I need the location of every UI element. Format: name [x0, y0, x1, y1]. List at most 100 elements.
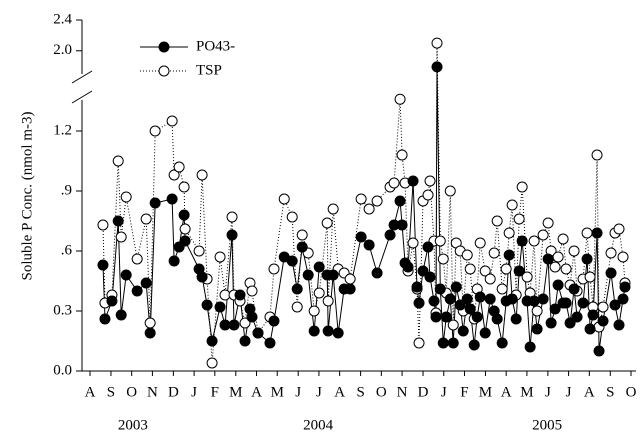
data-point [537, 293, 549, 305]
data-point [97, 219, 109, 231]
data-point [500, 263, 512, 275]
data-point [437, 337, 449, 349]
year-label: 2004 [303, 417, 334, 433]
data-point [491, 313, 503, 325]
data-point [584, 323, 596, 335]
data-point [384, 229, 396, 241]
data-point [144, 317, 156, 329]
data-point [430, 311, 442, 323]
data-point [344, 273, 356, 285]
data-point [144, 327, 156, 339]
data-point [246, 285, 258, 297]
data-point [344, 283, 356, 295]
data-point [149, 125, 161, 137]
data-point [120, 269, 132, 281]
data-point [228, 319, 240, 331]
data-point [531, 323, 543, 335]
data-point [371, 195, 383, 207]
x-tick-label: J [316, 384, 322, 400]
data-point [178, 181, 190, 193]
data-point [496, 337, 508, 349]
x-tick-label: N [397, 384, 408, 400]
data-point [613, 223, 625, 235]
x-tick-label: J [545, 384, 551, 400]
data-point [120, 191, 132, 203]
data-point [528, 235, 540, 247]
x-tick-label: A [334, 384, 345, 400]
data-point [503, 227, 515, 239]
data-point [239, 317, 251, 329]
x-tick-label: O [126, 384, 137, 400]
data-point [568, 283, 580, 295]
data-point [431, 61, 443, 73]
x-tick-label: M [229, 384, 242, 400]
x-tick-label: M [479, 384, 492, 400]
data-point [321, 217, 333, 229]
data-point [206, 357, 218, 369]
data-point [531, 305, 543, 317]
x-tick-label: A [584, 384, 595, 400]
data-point [516, 235, 528, 247]
data-point [291, 301, 303, 313]
data-point [422, 241, 434, 253]
data-point [605, 267, 617, 279]
legend-label: PO43- [196, 38, 235, 54]
data-point [168, 169, 180, 181]
data-point [246, 311, 258, 323]
data-point [115, 309, 127, 321]
data-point [447, 337, 459, 349]
data-point [179, 235, 191, 247]
data-point [196, 169, 208, 181]
data-point [264, 337, 276, 349]
data-point [613, 319, 625, 331]
data-point [268, 315, 280, 327]
x-tick-label: J [295, 384, 301, 400]
data-point [268, 263, 280, 275]
y-tick-label: 2.4 [53, 11, 72, 27]
data-point [516, 181, 528, 193]
data-point [239, 335, 251, 347]
data-point [450, 281, 462, 293]
x-tick-label: O [626, 384, 637, 400]
data-point [593, 345, 605, 357]
data-point [178, 209, 190, 221]
data-point [413, 297, 425, 309]
data-point [193, 245, 205, 257]
x-tick-label: J [191, 384, 197, 400]
data-point [278, 193, 290, 205]
x-tick-label: O [376, 384, 387, 400]
data-point [396, 219, 408, 231]
data-point [552, 279, 564, 291]
y-tick-label: 0.3 [53, 302, 72, 318]
legend-marker [158, 65, 170, 77]
data-point [99, 313, 111, 325]
data-point [437, 253, 449, 265]
data-point [584, 271, 596, 283]
x-tick-label: S [606, 384, 614, 400]
data-point [471, 311, 483, 323]
data-point [355, 231, 367, 243]
data-point [302, 269, 314, 281]
legend-marker [158, 41, 170, 53]
data-point [166, 115, 178, 127]
data-point [206, 335, 218, 347]
data-point [513, 265, 525, 277]
data-point [424, 175, 436, 187]
data-point [581, 227, 593, 239]
data-point [407, 175, 419, 187]
data-point [557, 233, 569, 245]
axis-break [71, 70, 93, 84]
data-point [444, 293, 456, 305]
y-tick-label: 0.0 [53, 362, 72, 378]
data-point [313, 287, 325, 299]
data-point [422, 189, 434, 201]
data-point [168, 255, 180, 267]
data-point [112, 215, 124, 227]
x-tick-label: J [441, 384, 447, 400]
data-point [214, 301, 226, 313]
data-point [461, 249, 473, 261]
y-tick-label: 2.0 [53, 42, 72, 58]
x-tick-label: M [520, 384, 533, 400]
data-point [479, 265, 491, 277]
data-point [513, 213, 525, 225]
